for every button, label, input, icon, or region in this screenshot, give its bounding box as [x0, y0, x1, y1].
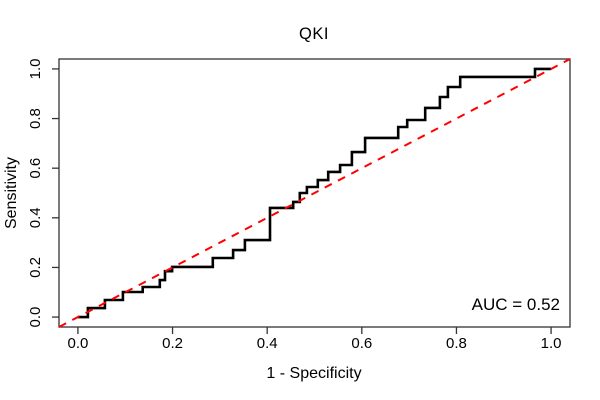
x-tick-label: 0.6	[351, 335, 372, 352]
y-tick-label: 0.6	[27, 158, 44, 179]
x-axis-title: 1 - Specificity	[266, 365, 361, 382]
x-tick-label: 0.4	[257, 335, 278, 352]
x-tick-label: 0.0	[67, 335, 88, 352]
y-tick-label: 1.0	[27, 58, 44, 79]
roc-curve-line	[77, 67, 552, 319]
y-axis-title: Sensitivity	[3, 157, 20, 229]
y-tick-label: 0.4	[27, 207, 44, 228]
x-tick-label: 0.8	[446, 335, 467, 352]
auc-annotation: AUC = 0.52	[472, 295, 560, 314]
chance-diagonal-line	[58, 58, 571, 328]
y-axis-ticks: 0.0 0.2 0.4 0.6 0.8 1.0	[27, 58, 59, 328]
y-tick-label: 0.8	[27, 108, 44, 129]
series-lines	[58, 58, 571, 328]
x-axis-ticks: 0.0 0.2 0.4 0.6 0.8 1.0	[67, 327, 562, 352]
y-tick-label: 0.2	[27, 257, 44, 278]
chart-title: QKI	[299, 25, 329, 43]
x-tick-label: 1.0	[541, 335, 562, 352]
y-tick-label: 0.0	[27, 307, 44, 328]
x-tick-label: 0.2	[162, 335, 183, 352]
plot-box	[58, 58, 571, 328]
